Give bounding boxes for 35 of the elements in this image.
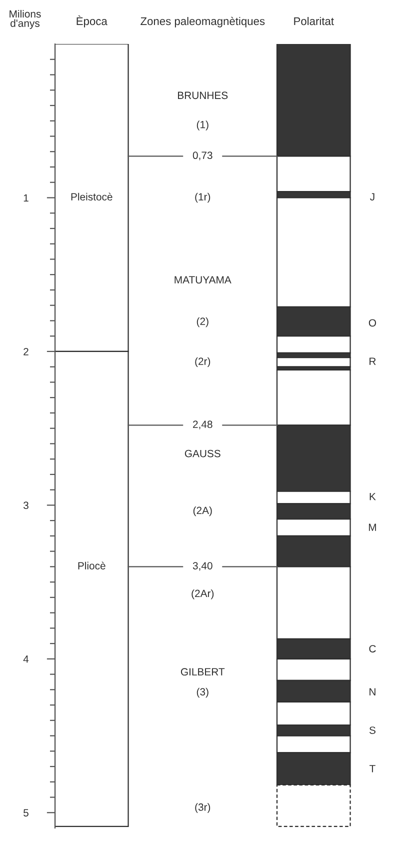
annotation: MATUYAMA [174,276,232,284]
text: J [370,193,374,201]
text: R [370,358,376,365]
y-tick-label: 5 [24,809,28,817]
ref-line-label: 2,48 [193,420,212,430]
annotation: Pliocè [78,562,106,570]
x-tick-label: Polaritat [294,16,334,26]
annotation: (2A) [193,506,212,516]
annotation: O [368,319,376,327]
y-axis-title: Milions d'anys [10,10,41,29]
annotation: (2r) [195,357,210,368]
annotation: C [369,645,376,652]
text: K [370,493,376,500]
text: N [370,688,376,696]
y-tick-label: 1 [24,194,28,202]
annotation: (3r) [195,803,210,813]
text: T [370,765,376,772]
annotation: (2Ar) [192,589,214,600]
annotation: BRUNHES [178,92,228,100]
annotation: (1r) [195,192,210,203]
annotation: (1) [196,120,208,130]
y-tick-label: 4 [23,656,29,663]
x-tick-label: Zones paleomagnètiques [140,16,265,28]
annotation: GILBERT [180,668,225,676]
y-tick-label: 2 [24,348,28,356]
y-tick-label: 3 [23,502,28,510]
x-tick-label: Època [76,15,108,28]
ref-line-label: 0,73 [192,152,212,160]
annotation: GAUSS [184,450,220,458]
annotation: Pleistocè [71,192,112,201]
annotation: M [368,524,376,531]
annotation: (2) [196,317,208,328]
ref-line-label: 3,40 [192,562,212,571]
text: S [369,726,376,734]
annotation: (3) [196,688,208,698]
